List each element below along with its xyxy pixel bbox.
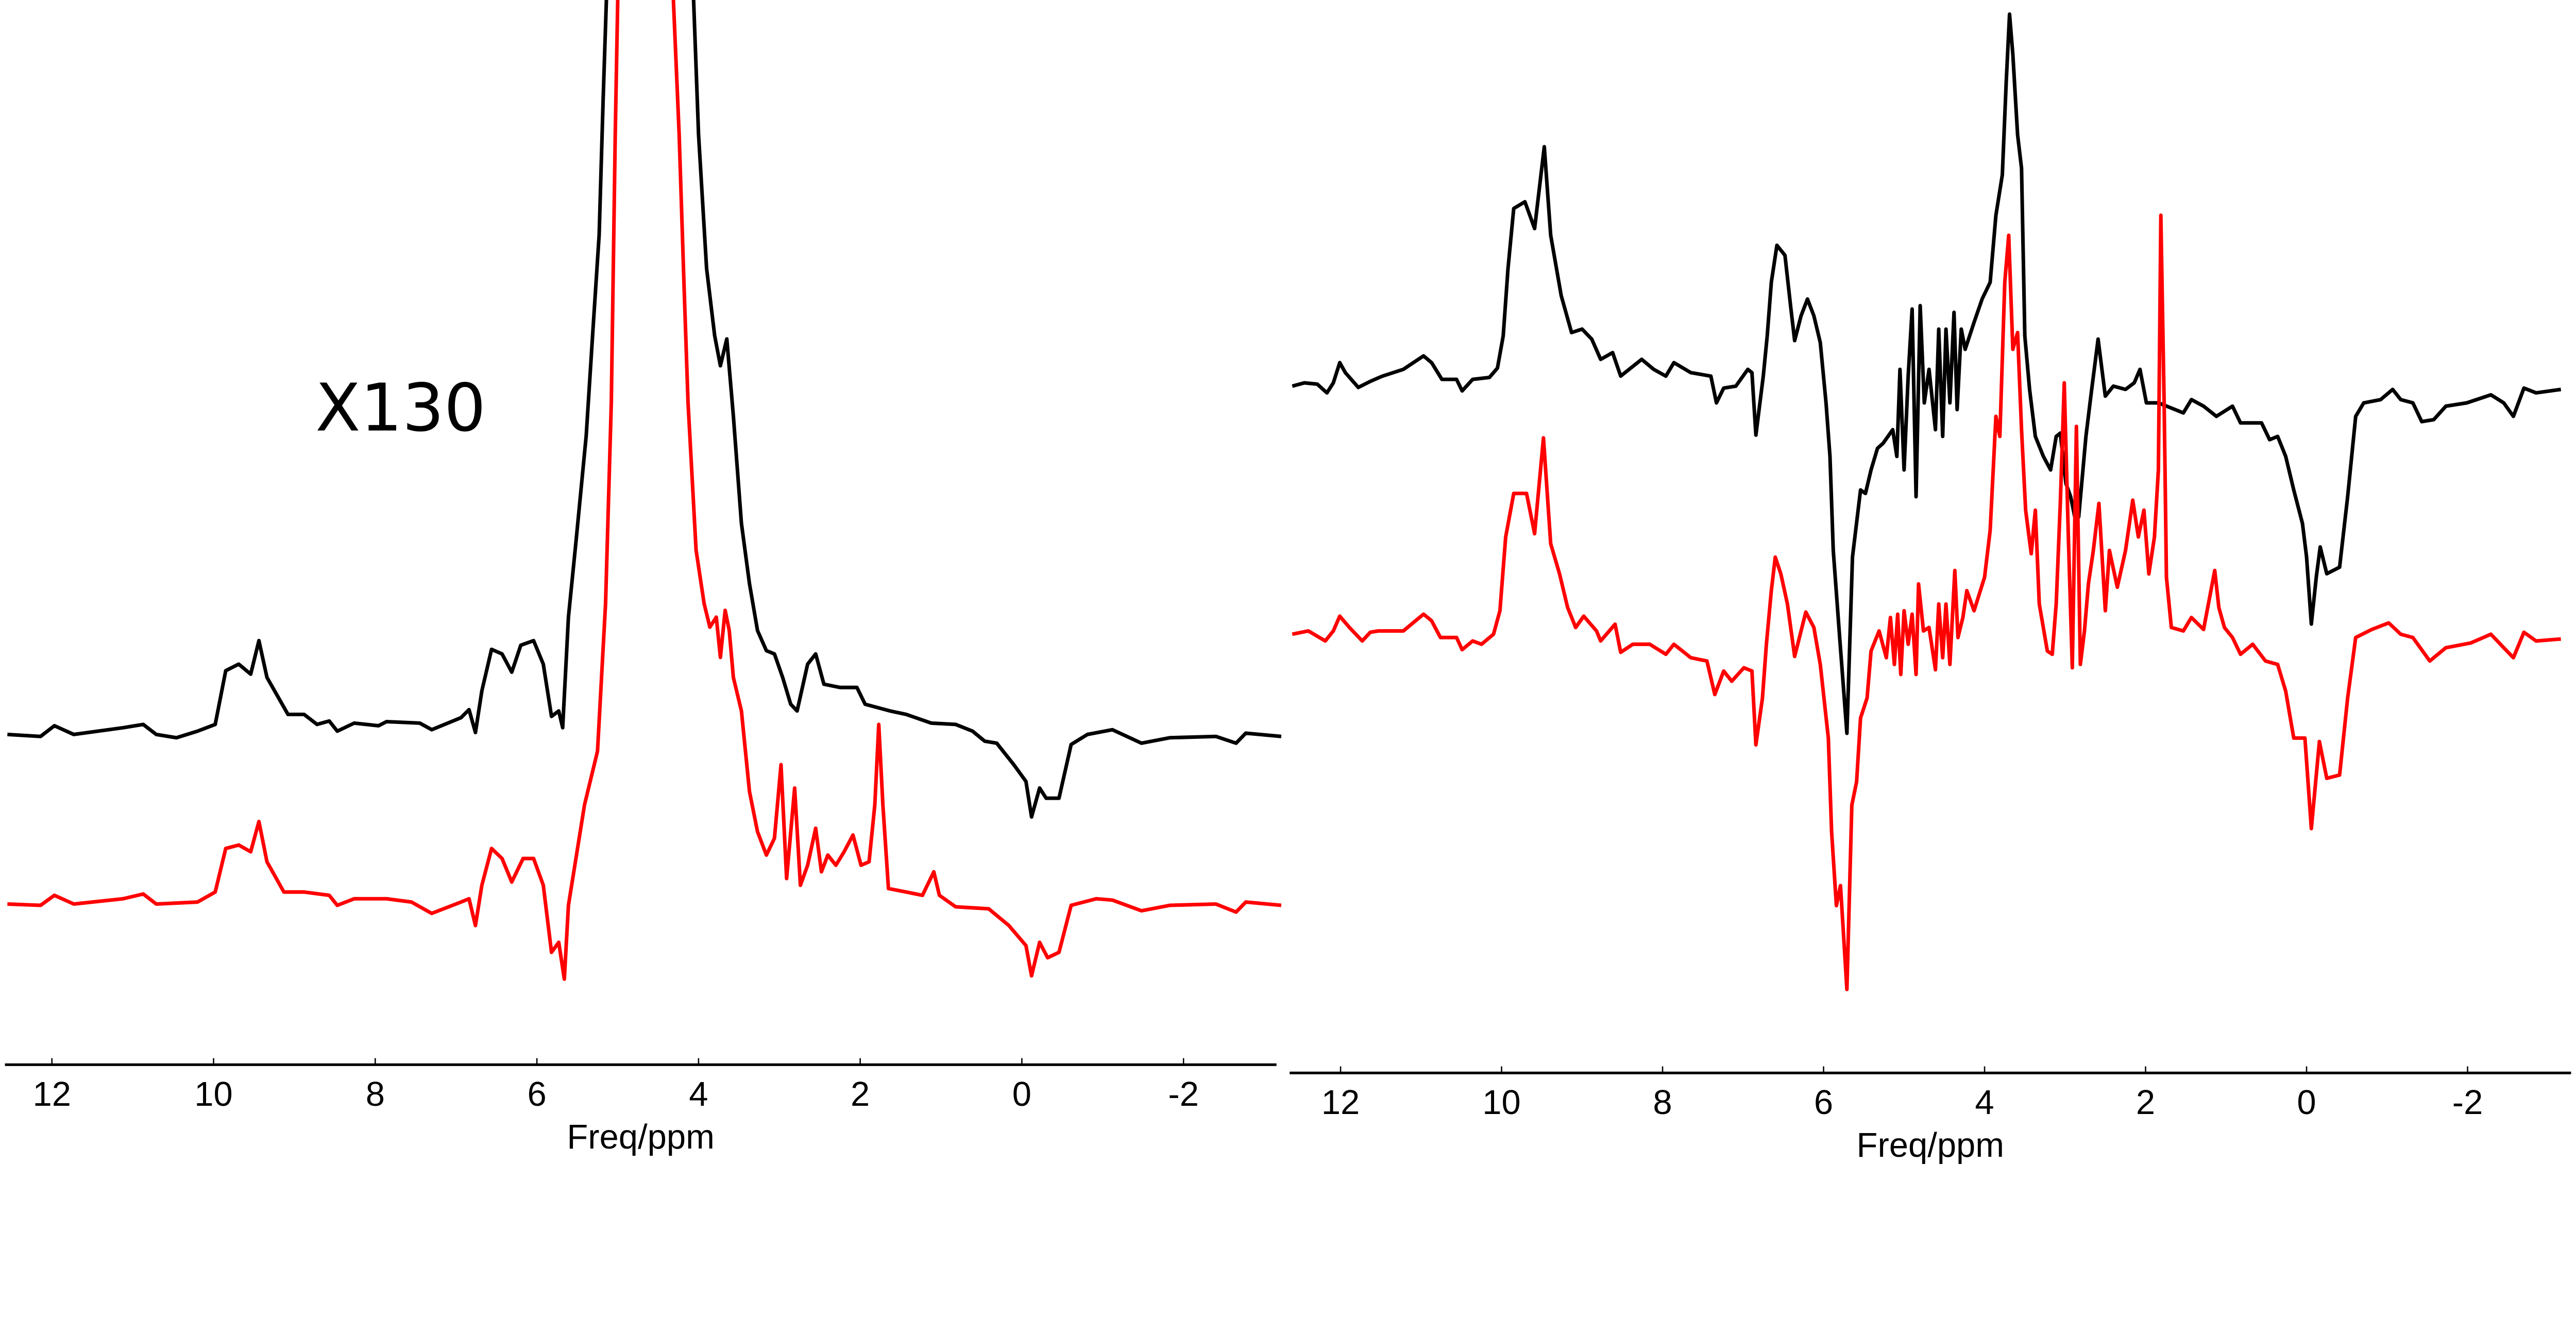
left-x-tick-label: 4	[689, 1075, 708, 1113]
left-black-spectrum-trace	[7, 0, 1282, 819]
right-x-tick-label: 2	[2136, 1083, 2155, 1122]
right-x-tick-label: 8	[1653, 1083, 1672, 1122]
left-x-tick-label: 8	[366, 1075, 385, 1113]
right-black-spectrum-trace	[1292, 12, 2562, 735]
left-traces	[7, 0, 1282, 981]
left-x-tick-label: 6	[527, 1075, 546, 1113]
left-x-tick-label: -2	[1168, 1075, 1199, 1113]
right-x-tick-label: 4	[1975, 1083, 1994, 1122]
left-x-tick-label: 0	[1012, 1075, 1031, 1113]
right-x-tick-label: 10	[1482, 1083, 1520, 1122]
left-x-axis-title: Freq/ppm	[567, 1118, 715, 1156]
right-x-tick-label: 12	[1321, 1083, 1360, 1122]
right-x-axis-title: Freq/ppm	[1857, 1126, 2005, 1165]
left-x-tick-label: 10	[194, 1075, 232, 1113]
scale-annotation: X130	[315, 370, 486, 446]
right-x-tick-label: 6	[1814, 1083, 1833, 1122]
right-x-tick-label: -2	[2452, 1083, 2483, 1122]
left-x-tick-label: 2	[851, 1075, 870, 1113]
left-x-tick-label: 12	[33, 1075, 71, 1113]
right-spectrum-panel: 12 10 8 6 4 2 0 -2 Freq/ppm	[1290, 12, 2571, 1165]
left-red-spectrum-trace	[7, 0, 1282, 981]
left-spectrum-panel: 12 10 8 6 4 2 0 -2 Freq/ppm X130	[5, 0, 1282, 1156]
right-x-tick-label: 0	[2297, 1083, 2316, 1122]
nmr-spectra-figure: 12 10 8 6 4 2 0 -2 Freq/ppm X130 12 10 8 6 4 2 0 -2 Fr…	[5, 0, 2571, 1165]
left-x-ticks: 12 10 8 6 4 2 0 -2	[33, 1058, 1199, 1113]
right-red-spectrum-trace	[1292, 213, 2561, 991]
right-traces	[1292, 12, 2562, 991]
right-x-ticks: 12 10 8 6 4 2 0 -2	[1321, 1066, 2483, 1122]
